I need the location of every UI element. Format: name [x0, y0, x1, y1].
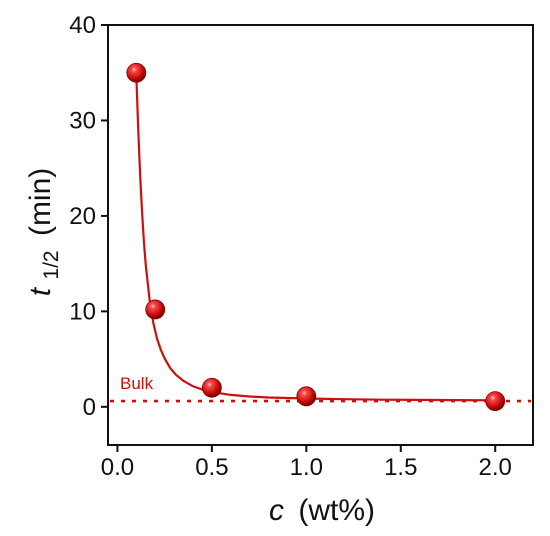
- y-axis-title: t 1/2 (min): [24, 168, 65, 297]
- x-axis-ticks: 0.0 0.5 1.0 1.5 2.0: [101, 445, 512, 481]
- fit-curve: [135, 74, 496, 402]
- y-tick-label: 0: [83, 394, 96, 421]
- y-tick-label: 10: [69, 298, 96, 325]
- data-points-layer: [126, 62, 506, 411]
- y-axis-ticks: 0 10 20 30 40: [69, 12, 108, 421]
- data-point: [485, 391, 506, 411]
- data-point: [126, 62, 147, 83]
- plot-frame: [107, 24, 534, 446]
- data-point: [296, 386, 317, 407]
- bulk-annotation: Bulk: [120, 374, 154, 393]
- x-axis-title: c (wt%): [269, 494, 375, 527]
- fit-curve-layer: [135, 74, 496, 402]
- y-axis-unit: (min): [24, 168, 57, 236]
- y-axis-subscript: 1/2: [40, 250, 63, 279]
- y-tick-label: 40: [69, 12, 96, 39]
- data-point: [145, 299, 166, 320]
- y-tick-label: 20: [69, 203, 96, 230]
- data-point: [201, 377, 222, 398]
- x-axis-symbol: c: [269, 494, 284, 527]
- x-tick-label: 0.5: [195, 454, 228, 481]
- x-tick-label: 2.0: [479, 454, 512, 481]
- x-axis-unit: (wt%): [298, 494, 375, 527]
- x-tick-label: 1.0: [290, 454, 323, 481]
- y-tick-label: 30: [69, 107, 96, 134]
- y-axis-symbol: t: [24, 286, 57, 296]
- x-tick-label: 0.0: [101, 454, 134, 481]
- x-tick-label: 1.5: [384, 454, 417, 481]
